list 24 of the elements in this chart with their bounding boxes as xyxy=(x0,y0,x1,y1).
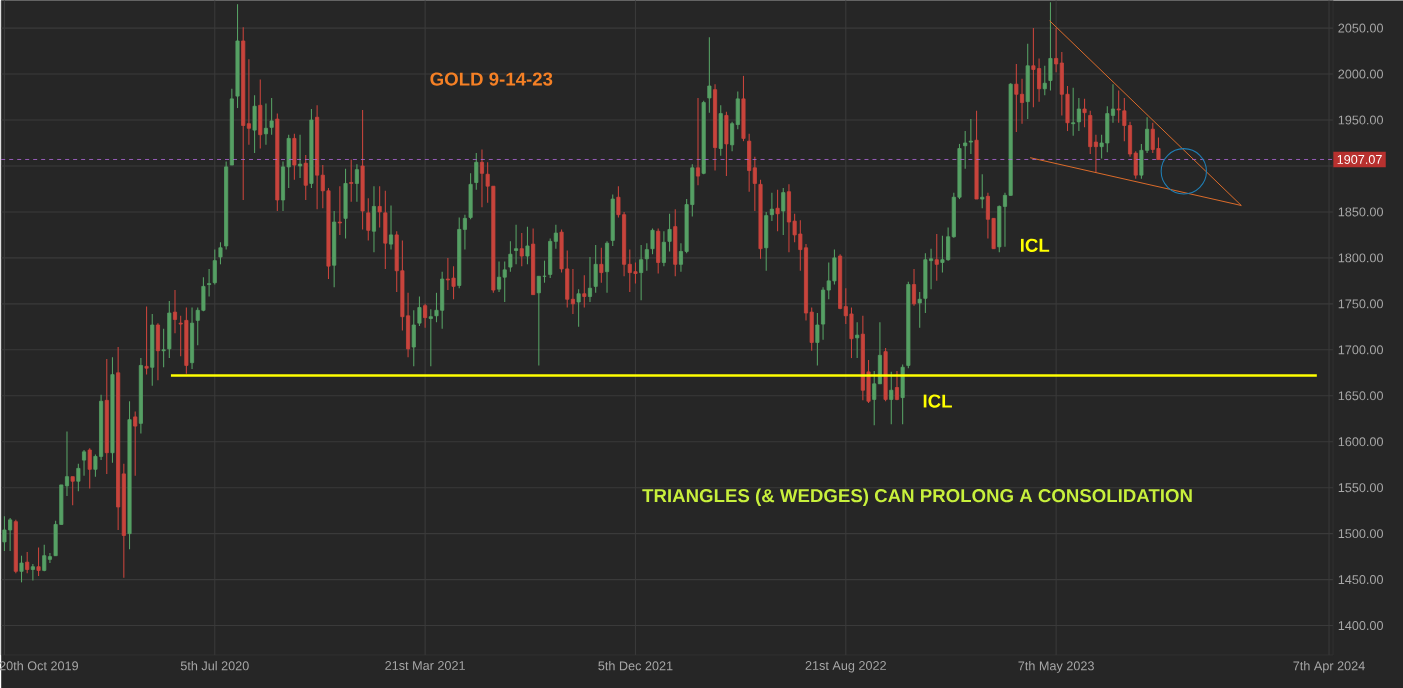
ref-line-label: 1907.07 xyxy=(1337,155,1382,164)
y-tick-label: 1950.00 xyxy=(1338,115,1384,125)
y-tick-label: 1650.00 xyxy=(1338,391,1384,401)
y-tick-label: 1850.00 xyxy=(1338,207,1384,217)
annotation: ICL xyxy=(923,394,952,408)
y-tick-label: 2050.00 xyxy=(1338,23,1384,33)
y-tick-label: 1450.00 xyxy=(1338,575,1384,585)
annotation: TRIANGLES (& WEDGES) CAN PROLONG A CONSOLIDATION xyxy=(642,488,1192,506)
y-tick-label: 1500.00 xyxy=(1338,529,1384,539)
x-tick-label: 7th May 2023 xyxy=(1018,661,1094,673)
text: GOLD 9-14-23 xyxy=(430,72,553,86)
annotation: ICL xyxy=(1020,238,1050,252)
y-tick-label: 1400.00 xyxy=(1338,621,1384,631)
y-tick-label: 1600.00 xyxy=(1338,437,1384,447)
x-tick-label: 21st Mar 2021 xyxy=(385,661,465,670)
x-tick-label: 21st Aug 2022 xyxy=(805,661,886,673)
x-tick-label: 5th Dec 2021 xyxy=(598,661,673,671)
x-tick-label: 5th Jul 2020 xyxy=(180,661,249,671)
y-tick-label: 1550.00 xyxy=(1338,483,1384,493)
x-tick-label: 7th Apr 2024 xyxy=(1293,661,1365,673)
y-tick-label: 1700.00 xyxy=(1338,345,1384,355)
y-tick-label: 2000.00 xyxy=(1338,69,1384,79)
y-tick-label: 1800.00 xyxy=(1338,253,1384,263)
y-tick-label: 1750.00 xyxy=(1338,299,1384,309)
